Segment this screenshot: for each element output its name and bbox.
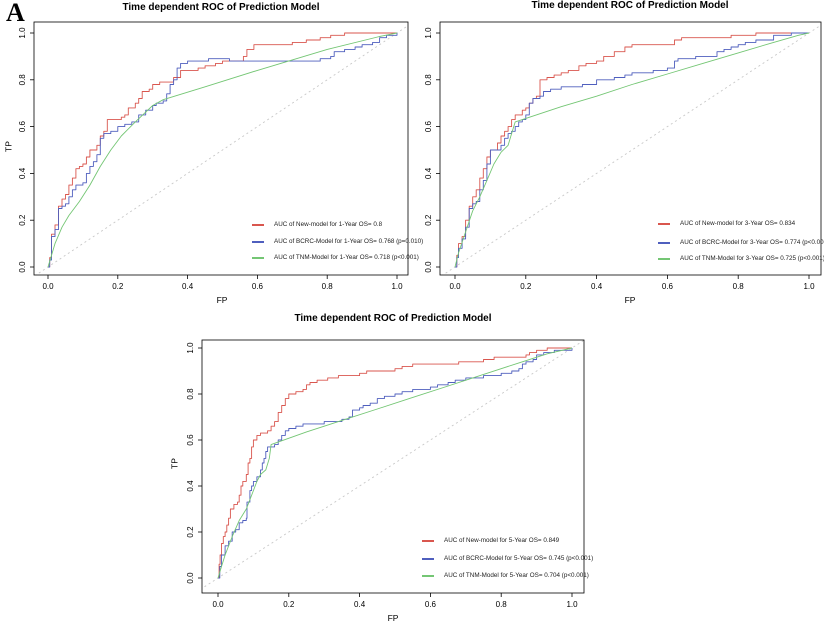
x-axis-tick-label: 0.2 [520,282,532,291]
x-axis-tick-label: 0.8 [496,600,508,609]
x-axis-tick-label: 0.8 [733,282,745,291]
legend-item: AUC of BCRC-Model for 5-Year OS= 0.745 (… [422,554,593,563]
legend-label: AUC of BCRC-Model for 3-Year OS= 0.774 (… [680,239,824,246]
legend-item: AUC of New-model for 3-Year OS= 0.834 [658,219,795,228]
y-axis-tick-label: 0.0 [186,572,195,584]
x-axis-label: FP [216,295,228,305]
y-axis-tick-label: 0.6 [18,120,27,132]
roc-curve-bcrc-model [48,33,398,268]
legend-line-new-model [658,222,670,225]
x-axis-tick-label: 0.4 [591,282,603,291]
y-axis-tick-label: 0.6 [186,434,195,446]
y-axis-tick-label: 0.4 [186,480,195,492]
legend-label: AUC of New-model for 1-Year OS= 0.8 [274,221,383,228]
legend-line-bcrc-model [658,241,670,244]
roc-curve-tnm-model [454,32,810,268]
chart-title: Time dependent ROC of Prediction Model [122,2,320,13]
roc-curve-bcrc-model [455,32,809,268]
roc-chart-1year: 0.0 0.2 0.4 0.6 0.8 1.0 0.0 0.2 0.4 0.6 0.8 1.0 [18,21,409,291]
x-axis-tick-label: 0.0 [449,282,461,291]
y-axis-tick-label: 1.0 [18,27,27,39]
x-axis-tick-label: 1.0 [391,282,403,291]
legend-label: AUC of BCRC-Model for 1-Year OS= 0.768 (… [274,238,424,245]
x-axis-tick-label: 0.0 [212,600,224,609]
x-axis-tick-label: 1.0 [803,282,815,291]
roc-chart-5year: 0.0 0.2 0.4 0.6 0.8 1.0 0.0 0.2 0.4 0.6 0.8 1.0 [186,339,585,609]
legend-item: AUC of New-model for 1-Year OS= 0.8 [252,220,382,229]
y-axis-label: TP [3,141,14,152]
legend-label: AUC of New-model for 5-Year OS= 0.849 [444,537,560,544]
y-axis-label: TP [169,458,180,469]
diagonal-reference-line [202,340,584,589]
roc-plot-5year: 0.0 0.2 0.4 0.6 0.8 1.0 0.0 0.2 0.4 0.6 0.8 1.0 Tim… [160,308,620,627]
legend-line-tnm-model [422,574,434,577]
x-axis-tick-label: 0.6 [425,600,437,609]
plot-box [201,339,585,594]
y-axis-tick-label: 0.2 [18,214,27,226]
legend-line-tnm-model [252,256,264,259]
x-axis-tick-label: 0.6 [662,282,674,291]
x-axis-tick-label: 0.0 [42,282,54,291]
roc-chart-3year: 0.0 0.2 0.4 0.6 0.8 1.0 0.0 0.2 0.4 0.6 0.8 1.0 [424,21,822,291]
y-axis-tick-label: 1.0 [186,342,195,354]
plot-box [33,21,409,276]
x-axis-tick-label: 0.2 [112,282,124,291]
x-axis-tick-label: 0.4 [182,282,194,291]
y-axis-tick-label: 0.6 [424,120,433,132]
y-axis-tick-label: 0.4 [424,167,433,179]
roc-curve-new-model [48,32,397,268]
legend-line-tnm-model [658,257,670,260]
x-axis-tick-label: 0.2 [283,600,295,609]
legend-label: AUC of BCRC-Model for 5-Year OS= 0.745 (… [444,555,594,562]
x-axis-tick-label: 0.4 [354,600,366,609]
legend-label: AUC of TNM-Model for 5-Year OS= 0.704 (p… [444,572,589,579]
y-axis-tick-label: 1.0 [424,27,433,39]
legend-item: AUC of TNM-Model for 3-Year OS= 0.725 (p… [658,254,824,263]
x-axis-label: FP [624,295,636,305]
legend-item: AUC of New-model for 5-Year OS= 0.849 [422,536,559,545]
roc-curve-new-model [218,347,572,579]
y-axis-tick-label: 0.8 [186,388,195,400]
legend-label: AUC of New-model for 3-Year OS= 0.834 [680,220,796,227]
y-axis-tick-label: 0.2 [424,214,433,226]
chart-title: Time dependent ROC of Prediction Model [294,313,492,324]
legend-item: AUC of BCRC-Model for 3-Year OS= 0.774 (… [658,238,824,247]
legend-line-new-model [252,223,264,226]
diagonal-reference-line [35,25,408,275]
legend-line-new-model [422,539,434,542]
y-axis-tick-label: 0.0 [18,261,27,273]
y-axis-tick-label: 0.2 [186,526,195,538]
x-axis-tick-label: 0.8 [322,282,334,291]
legend-line-bcrc-model [422,557,434,560]
roc-curve-tnm-model [217,347,573,579]
x-axis-label: FP [387,613,399,623]
legend-label: AUC of TNM-Model for 3-Year OS= 0.725 (p… [680,255,824,262]
y-axis-tick-label: 0.4 [18,167,27,179]
roc-plot-1year: 0.0 0.2 0.4 0.6 0.8 1.0 0.0 0.2 0.4 0.6 0.8 1.0 Tim… [0,0,424,310]
chart-title: Time dependent ROC of Prediction Model [531,0,729,11]
roc-plot-3year: 0.0 0.2 0.4 0.6 0.8 1.0 0.0 0.2 0.4 0.6 0.8 1.0 Tim… [420,0,824,310]
y-axis-tick-label: 0.8 [424,74,433,86]
y-axis-tick-label: 0.8 [18,74,27,86]
y-axis-tick-label: 0.0 [424,261,433,273]
legend-item: AUC of TNM-Model for 5-Year OS= 0.704 (p… [422,571,589,580]
legend-line-bcrc-model [252,240,264,243]
x-axis-tick-label: 1.0 [566,600,578,609]
x-axis-tick-label: 0.6 [252,282,264,291]
roc-curve-tnm-model [47,32,398,268]
panel-label: A [6,0,25,27]
legend-label: AUC of TNM-Model for 1-Year OS= 0.718 (p… [274,254,419,261]
plot-box [439,21,822,276]
legend-item: AUC of BCRC-Model for 1-Year OS= 0.768 (… [252,237,423,246]
legend-item: AUC of TNM-Model for 1-Year OS= 0.718 (p… [252,253,419,262]
